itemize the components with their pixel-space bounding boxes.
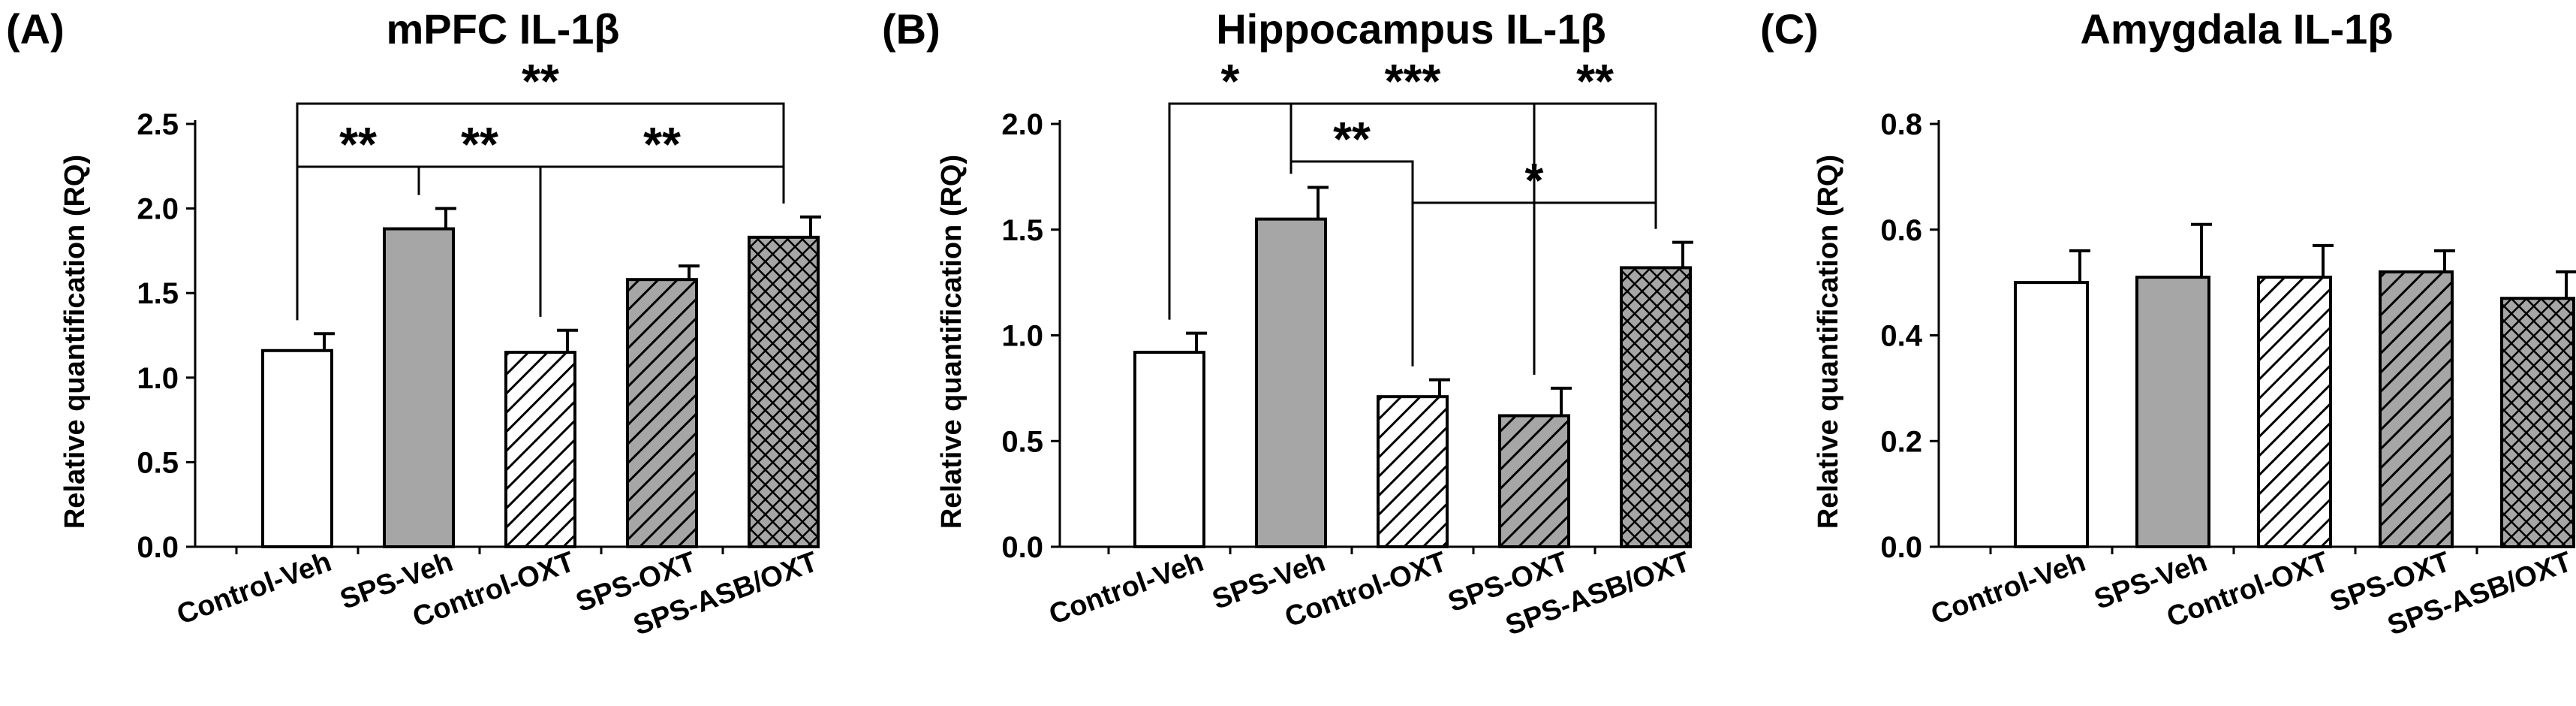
panel-a-significance-label: **	[461, 117, 498, 171]
panel-a-title: mPFC IL-1β	[386, 5, 619, 53]
panel-a: (A) mPFC IL-1β Relative quantification (…	[6, 5, 822, 642]
panel-c-letter: (C)	[1760, 5, 1819, 53]
panel-b-y-tick-label: 0.0	[1001, 531, 1043, 564]
panel-a-category-label: Control-Veh	[173, 546, 336, 631]
panel-c-y-tick-label: 0.4	[1880, 320, 1922, 353]
panel-b-significance-label: *	[1221, 54, 1240, 108]
panel-a-y-tick-label: 0.0	[137, 531, 179, 564]
panel-b-bar-control-oxt	[1377, 395, 1449, 549]
panel-a-y-tick-label: 1.5	[137, 277, 179, 310]
panel-b-y-tick-label: 1.0	[1001, 320, 1043, 353]
panel-c-bar-sps-asb-oxt	[2500, 297, 2575, 548]
panel-a-significance-label: **	[643, 117, 681, 171]
panel-c-y-tick-label: 0.6	[1880, 214, 1922, 247]
panel-a-y-tick-label: 2.5	[137, 108, 179, 141]
panel-b-significance-bracket	[1533, 102, 1657, 375]
panel-c-y-tick-label: 0.2	[1880, 425, 1922, 458]
panel-c-category-label: Control-Veh	[1927, 546, 2090, 631]
panel-c-bar-control-veh	[2014, 281, 2089, 548]
panel-c-bar-sps-oxt	[2379, 270, 2454, 548]
panel-b-significance-label: ***	[1385, 54, 1441, 108]
panel-a-significance-bracket	[296, 102, 785, 321]
panel-a-significance-label: **	[339, 117, 377, 171]
panel-a-y-tick-label: 0.5	[137, 446, 179, 479]
panel-c: (C) Amygdala IL-1β Relative quantificati…	[1760, 5, 2576, 642]
panel-b-y-axis-label: Relative quantification (RQ)	[936, 155, 968, 529]
panel-c-title: Amygdala IL-1β	[2081, 5, 2394, 53]
panel-b-y-tick-label: 2.0	[1001, 108, 1043, 141]
panel-c-y-tick-label: 0.0	[1880, 531, 1922, 564]
panel-b-significance-label: *	[1525, 153, 1544, 207]
panel-c-bar-control-oxt	[2257, 276, 2332, 548]
panel-b-significance-bracket	[1411, 201, 1657, 367]
panel-b-y-tick-label: 1.5	[1001, 214, 1043, 247]
panel-b-bar-sps-oxt	[1498, 414, 1570, 548]
panel-b-category-label: Control-Veh	[1045, 546, 1208, 631]
panel-c-y-axis-label: Relative quantification (RQ)	[1813, 155, 1844, 529]
panel-b-bar-sps-asb-oxt	[1620, 266, 1692, 548]
panel-a-bar-control-veh	[261, 348, 333, 548]
panel-a-y-tick-label: 2.0	[137, 193, 179, 226]
panel-a-y-axis-label: Relative quantification (RQ)	[59, 155, 91, 529]
panel-a-letter: (A)	[6, 5, 65, 53]
panel-b-letter: (B)	[882, 5, 940, 53]
panel-c-bar-sps-veh	[2135, 276, 2210, 548]
panel-c-y-tick-label: 0.8	[1880, 108, 1922, 141]
panel-b: (B) Hippocampus IL-1β Relative quantific…	[882, 5, 1694, 642]
panel-b-bar-sps-veh	[1255, 217, 1327, 548]
panel-b-bar-control-veh	[1133, 351, 1205, 548]
panel-a-significance-label: **	[522, 54, 559, 108]
panel-a-y-tick-label: 1.0	[137, 362, 179, 395]
panel-b-title: Hippocampus IL-1β	[1216, 5, 1606, 53]
panel-a-bar-sps-asb-oxt	[748, 235, 820, 548]
panel-b-significance-label: **	[1333, 112, 1371, 166]
panel-b-significance-label: **	[1576, 54, 1614, 108]
panel-a-bar-sps-veh	[383, 227, 455, 548]
panel-a-bar-control-oxt	[504, 351, 576, 548]
panel-a-bar-sps-oxt	[626, 278, 698, 548]
panel-b-y-tick-label: 0.5	[1001, 425, 1043, 458]
